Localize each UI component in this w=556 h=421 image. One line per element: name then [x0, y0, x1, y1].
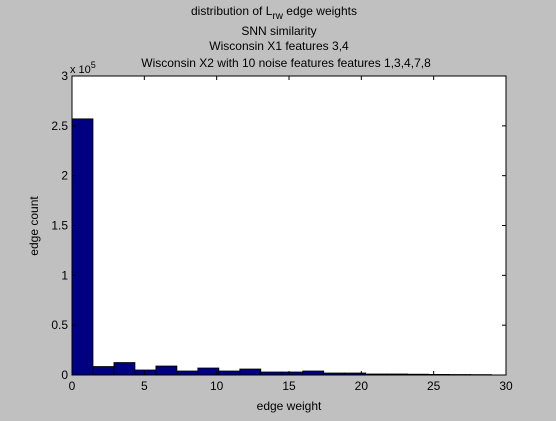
histogram-bar: [197, 367, 220, 376]
ticks-group: 0 5 10 15 20 25 30 0 0.5 1 1.5 2 2.5 3: [51, 69, 513, 393]
y-tick-label: 1: [61, 268, 68, 282]
histogram-bar: [134, 369, 157, 376]
axes-background: [72, 76, 506, 375]
histogram-bar: [71, 118, 94, 376]
chart-title-line1: distribution of Lrw edge weights: [191, 4, 357, 22]
chart-title-line2: SNN similarity: [241, 24, 316, 38]
x-tick-label: 30: [499, 379, 513, 393]
chart-title-line3: Wisconsin X1 features 3,4: [209, 39, 349, 53]
histogram-bar: [218, 370, 241, 376]
x-tick-label: 0: [69, 379, 76, 393]
y-tick-label: 1.5: [51, 219, 68, 233]
histogram-bar: [155, 365, 178, 376]
x-tick-label: 5: [141, 379, 148, 393]
histogram-bar: [302, 370, 325, 376]
y-tick-label: 0.5: [51, 318, 68, 332]
y-tick-label: 2: [61, 169, 68, 183]
histogram-bar: [176, 370, 199, 376]
x-tick-label: 25: [427, 379, 441, 393]
histogram-bar: [113, 362, 136, 376]
y-tick-label: 0: [61, 368, 68, 382]
y-tick-label: 3: [61, 69, 68, 83]
histogram-bar: [239, 368, 262, 376]
y-axis-label: edge count: [27, 196, 41, 256]
y-tick-label: 2.5: [51, 119, 68, 133]
x-tick-label: 15: [282, 379, 296, 393]
x-tick-label: 20: [355, 379, 369, 393]
chart-title-line4: Wisconsin X2 with 10 noise features feat…: [141, 56, 431, 70]
histogram-bar: [92, 366, 115, 376]
x-tick-label: 10: [210, 379, 224, 393]
y-exponent-label: x 105: [70, 60, 96, 76]
x-axis-label: edge weight: [257, 399, 322, 413]
